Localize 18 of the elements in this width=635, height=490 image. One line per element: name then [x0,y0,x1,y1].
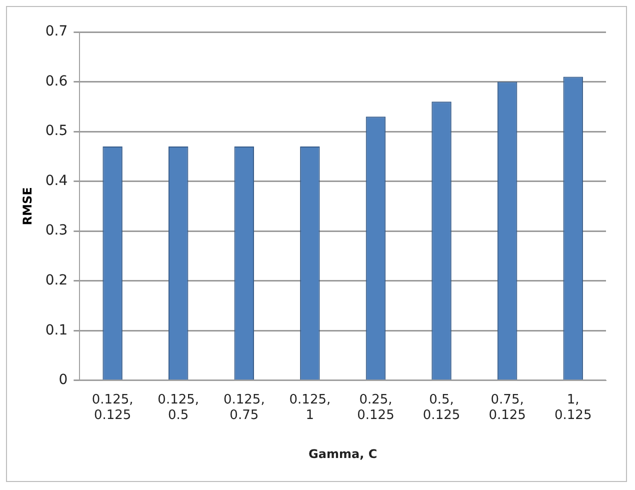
x-tick-label: 0.25, 0.125 [357,392,394,424]
x-tick-label: 0.125, 0.75 [223,392,265,424]
y-tick-label: 0.6 [45,73,68,90]
x-tick-label: 0.125, 1 [289,392,331,424]
x-tick-label: 0.125, 0.5 [158,392,200,424]
y-tick-label: 0 [58,372,68,388]
y-tick-label: 0.5 [45,123,68,140]
y-tick-label: 0.7 [45,24,68,40]
x-tick-label: 0.75, 0.125 [488,392,526,424]
y-axis-title: RMSE [20,187,34,226]
x-tick-label: 1, 0.125 [554,392,592,424]
x-tick-label: 0.125, 0.125 [92,392,134,424]
y-tick-label: 0.1 [45,322,68,338]
x-tick-label: 0.5, 0.125 [422,392,460,424]
y-tick-label: 0.2 [45,272,68,288]
y-tick-label: 0.3 [45,222,68,239]
x-axis-title: Gamma, C [308,446,378,461]
y-tick-label: 0.4 [45,172,68,189]
